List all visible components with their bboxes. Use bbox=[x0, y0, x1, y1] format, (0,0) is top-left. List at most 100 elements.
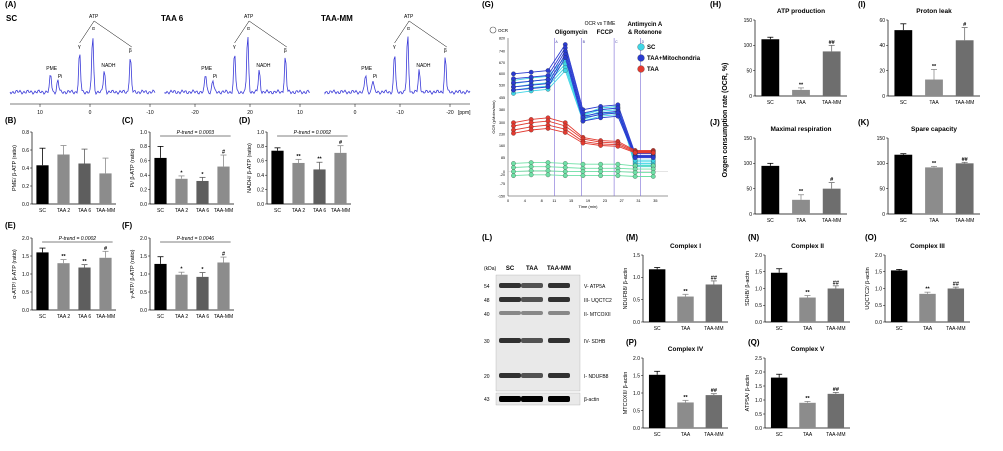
bar-taa-2 bbox=[175, 178, 188, 204]
y-tick-label: 0.0 bbox=[22, 202, 29, 208]
nmr-trace bbox=[9, 38, 156, 96]
y-tick-label: 2.0 bbox=[633, 356, 640, 362]
panel-letter-i: (I) bbox=[858, 0, 866, 9]
ocr-x-tick-label: 8 bbox=[541, 199, 543, 203]
bar-taa bbox=[925, 167, 943, 214]
panel-letter-e: (E) bbox=[5, 221, 16, 230]
kda-marker: 40 bbox=[484, 312, 490, 318]
ocr-y-tick-label: 0 bbox=[503, 170, 505, 174]
significance-marker: ## bbox=[833, 387, 839, 393]
ocr-point bbox=[615, 113, 621, 119]
y-tick-label: 0.6 bbox=[22, 148, 29, 154]
y-tick-label: 1.0 bbox=[633, 391, 640, 397]
chart-title: Complex III bbox=[910, 243, 945, 250]
nmr-peak-label-pi: Pi bbox=[373, 74, 377, 80]
y-tick-label: 50 bbox=[879, 186, 885, 192]
kda-marker: 54 bbox=[484, 284, 490, 290]
ocr-point bbox=[562, 130, 568, 135]
ocr-point bbox=[528, 74, 534, 80]
y-tick-label: 1.0 bbox=[140, 272, 147, 278]
significance-marker: ** bbox=[799, 189, 804, 195]
nmr-peak-label-beta: β bbox=[444, 48, 447, 54]
bar-chart-m: 0.0 0.5 1.0 1.5 Complex I NDUFB8/ β-actin SC **… bbox=[623, 243, 728, 332]
band-label: IV- SDHB bbox=[584, 339, 606, 345]
y-tick-label: 0.8 bbox=[140, 144, 147, 150]
ocr-x-tick-label: 27 bbox=[620, 199, 624, 203]
x-tick-label: TAA bbox=[929, 218, 939, 224]
x-tick-label: TAA-MM bbox=[96, 314, 115, 320]
trend-label: P-trend = 0.0002 bbox=[294, 130, 332, 136]
chart-title: Complex V bbox=[791, 346, 825, 353]
bar-taa-mm bbox=[334, 152, 347, 204]
lane-label: TAA bbox=[526, 266, 539, 272]
x-tick-label: TAA bbox=[681, 326, 691, 332]
y-tick-label: 40 bbox=[879, 43, 885, 49]
actin-band bbox=[521, 396, 543, 402]
ocr-point bbox=[545, 68, 551, 73]
y-tick-label: 1.0 bbox=[755, 398, 762, 404]
nmr-panel-title: TAA-MM bbox=[321, 14, 353, 23]
actin-band bbox=[548, 396, 570, 402]
x-tick-label: SC bbox=[274, 208, 281, 214]
ocr-point bbox=[511, 80, 516, 86]
ocr-point bbox=[545, 84, 551, 90]
ocr-x-tick-label: 11 bbox=[552, 199, 556, 203]
nmr-axis-tick-label: 0 bbox=[89, 110, 92, 116]
bar-taa-6 bbox=[313, 169, 326, 204]
y-tick-label: 0 bbox=[749, 212, 752, 218]
ocr-percent-axis-label: Oxgen consumption rate (OCR, %) bbox=[722, 63, 729, 178]
y-tick-label: 0.0 bbox=[140, 202, 147, 208]
nmr-axis-unit: [ppm] bbox=[458, 110, 471, 116]
chart-title: Complex II bbox=[791, 243, 824, 250]
injection-letter: A bbox=[555, 40, 558, 44]
lane-label: TAA-MM bbox=[547, 266, 571, 272]
x-tick-label: TAA 6 bbox=[196, 208, 209, 214]
y-tick-label: 0.2 bbox=[140, 187, 147, 193]
significance-marker: ** bbox=[82, 259, 87, 265]
blot-band bbox=[521, 283, 543, 288]
x-tick-label: TAA-MM bbox=[822, 218, 841, 224]
ocr-y-tick-label: 820 bbox=[499, 36, 505, 40]
y-tick-label: 0.6 bbox=[257, 159, 264, 165]
lane-label: SC bbox=[506, 266, 515, 272]
x-tick-label: TAA bbox=[681, 432, 691, 438]
y-tick-label: 1.5 bbox=[755, 270, 762, 276]
bar-sc bbox=[154, 263, 167, 310]
ocr-point bbox=[545, 126, 551, 131]
y-tick-label: 0.5 bbox=[22, 290, 29, 296]
significance-marker: ## bbox=[962, 157, 968, 163]
bar-chart-c: 0.0 0.2 0.4 0.6 0.8 1.0 Pi/ β-ATP (ratio) P-tre… bbox=[130, 130, 234, 214]
nmr-peak-label-alpha: α bbox=[407, 26, 410, 32]
y-tick-label: 0.5 bbox=[875, 303, 882, 309]
ocr-point bbox=[511, 123, 516, 129]
y-tick-label: 60 bbox=[879, 18, 885, 24]
x-tick-label: TAA 2 bbox=[175, 314, 188, 320]
y-tick-label: 1.0 bbox=[257, 130, 264, 136]
significance-marker: ** bbox=[296, 154, 301, 160]
y-tick-label: 2.5 bbox=[755, 356, 762, 362]
y-tick-label: 0.4 bbox=[22, 166, 29, 172]
bar-taa bbox=[677, 296, 694, 322]
x-tick-label: TAA bbox=[796, 100, 806, 106]
y-tick-label: 2.0 bbox=[140, 236, 147, 242]
x-tick-label: TAA bbox=[923, 326, 933, 332]
y-tick-label: 20 bbox=[879, 68, 885, 74]
y-tick-label: 150 bbox=[877, 136, 886, 142]
bar-chart-h: 0 50 100 150 ATP production SC ** TAA ## TAA-MM bbox=[744, 8, 847, 106]
x-tick-label: TAA-MM bbox=[822, 100, 841, 106]
bar-taa-mm bbox=[822, 188, 841, 214]
y-tick-label: 50 bbox=[746, 186, 752, 192]
bar-chart-k: 0 50 100 150 Spare capacity SC ** TAA ## TAA-MM bbox=[877, 126, 980, 224]
significance-marker: ** bbox=[61, 254, 66, 260]
ocr-point bbox=[528, 78, 534, 84]
ocr-point bbox=[562, 169, 568, 174]
ocr-point bbox=[528, 160, 534, 165]
blot-band bbox=[521, 373, 543, 378]
ocr-x-tick-label: 15 bbox=[569, 199, 573, 203]
nmr-peak-label-alpha: α bbox=[92, 26, 95, 32]
nmr-peak-label-atp: ATP bbox=[244, 14, 254, 20]
ocr-point bbox=[545, 160, 551, 165]
trend-label: P-trend = 0.0046 bbox=[177, 236, 215, 242]
ocr-point bbox=[545, 164, 551, 170]
